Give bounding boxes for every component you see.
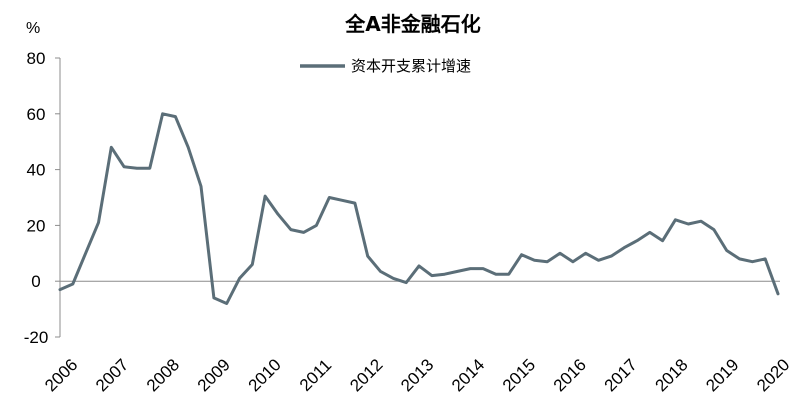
x-tick-label: 2016	[550, 355, 590, 395]
y-axis-unit: %	[26, 20, 40, 37]
x-tick-label: 2020	[753, 355, 793, 395]
x-tick-label: 2011	[296, 356, 335, 395]
y-tick-label: 40	[27, 161, 46, 180]
x-tick-label: 2018	[651, 355, 691, 395]
x-tick-label: 2012	[346, 355, 386, 395]
x-tick-label: 2006	[41, 355, 81, 395]
chart-title: 全A非金融石化	[344, 12, 480, 36]
legend-label: 资本开支累计增速	[351, 57, 471, 75]
y-tick-label: 0	[31, 272, 40, 291]
x-tick-label: 2017	[601, 355, 641, 395]
x-tick-label: 2009	[194, 355, 234, 395]
y-tick-label: 60	[27, 105, 46, 124]
y-axis-ticks: 80 60 40 20 0 -20	[24, 49, 60, 347]
x-tick-label: 2019	[702, 355, 742, 395]
x-tick-label: 2008	[143, 355, 183, 395]
x-tick-label: 2007	[92, 355, 132, 395]
y-tick-label: 20	[27, 216, 46, 235]
legend: 资本开支累计增速	[300, 57, 471, 75]
x-tick-label: 2010	[245, 355, 285, 395]
x-tick-label: 2015	[499, 355, 539, 395]
series-line-capex-growth	[58, 112, 780, 305]
y-tick-label: 80	[27, 49, 46, 68]
x-tick-label: 2013	[397, 355, 437, 395]
x-axis-ticks: 2006 2007 2008 2009 2010 2011 2012 2013 2014 2015…	[41, 355, 793, 395]
y-tick-label: -20	[24, 328, 49, 347]
x-tick-label: 2014	[448, 355, 488, 395]
